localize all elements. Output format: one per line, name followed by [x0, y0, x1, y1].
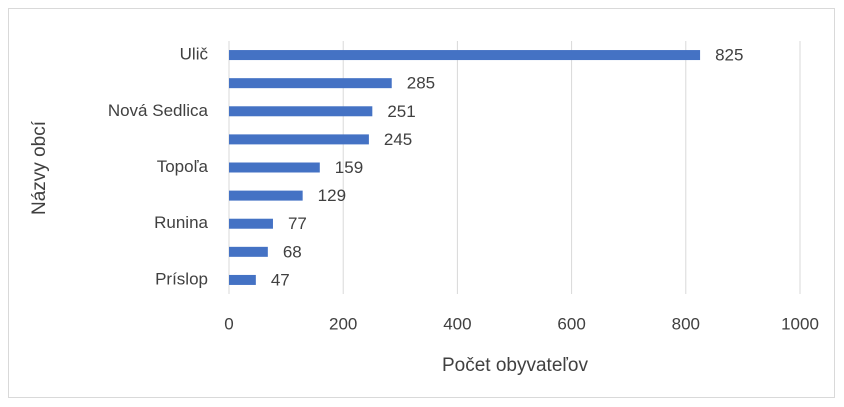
x-tick-label: 1000 [781, 314, 819, 333]
x-tick-label: 200 [329, 314, 357, 333]
y-axis-label: Názvy obcí [29, 120, 50, 215]
data-label: 129 [318, 186, 346, 205]
x-tick-label: 400 [443, 314, 471, 333]
x-tick-label: 0 [224, 314, 233, 333]
bar [229, 218, 273, 229]
bar [229, 50, 701, 61]
x-tick-label: 800 [672, 314, 700, 333]
bar [229, 246, 268, 257]
y-tick-label: Príslop [155, 269, 208, 288]
data-label: 825 [715, 46, 743, 65]
data-label: 159 [335, 158, 363, 177]
bar [229, 190, 303, 201]
data-label: 47 [271, 270, 290, 289]
bar [229, 162, 320, 173]
data-label: 251 [387, 102, 415, 121]
y-tick-label: Ulič [180, 45, 209, 64]
y-tick-label: Topoľa [157, 157, 209, 176]
bar [229, 274, 256, 285]
chart-border [8, 8, 835, 398]
bar [229, 134, 369, 145]
data-label: 68 [283, 242, 302, 261]
data-label: 285 [407, 74, 435, 93]
y-tick-label: Runina [154, 213, 208, 232]
x-axis-label: Počet obyvateľov [442, 355, 589, 376]
bar [229, 106, 373, 117]
data-label: 245 [384, 130, 412, 149]
x-tick-label: 600 [557, 314, 585, 333]
data-label: 77 [288, 214, 307, 233]
bar [229, 78, 392, 89]
y-tick-label: Nová Sedlica [108, 101, 209, 120]
